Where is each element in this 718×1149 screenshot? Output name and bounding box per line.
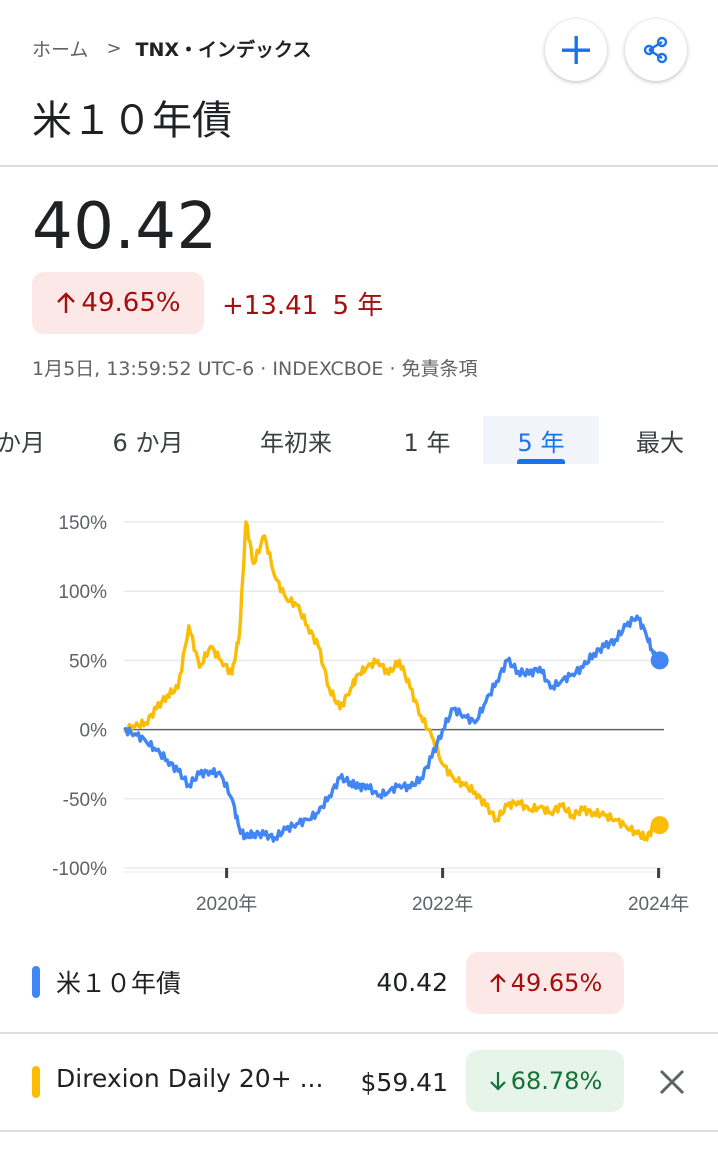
arrow-down-icon	[489, 1072, 506, 1091]
breadcrumb: ホーム > TNX・インデックス	[32, 34, 311, 62]
comparison-price: 40.42	[376, 968, 448, 997]
y-tick-label: 50%	[69, 651, 107, 672]
tab-1y[interactable]: 1 年	[403, 428, 451, 457]
tab-3m[interactable]: か月	[0, 428, 45, 457]
arrow-up-icon	[489, 973, 506, 992]
comparison-row-direxion[interactable]: Direxion Daily 20+ ... $59.41 68.78%	[0, 1034, 718, 1130]
remove-comparison-button[interactable]	[652, 1062, 692, 1102]
row-divider	[0, 1130, 718, 1132]
tab-max[interactable]: 最大	[636, 428, 684, 457]
page-title: 米１０年債	[32, 98, 232, 144]
y-tick-label: 150%	[58, 513, 107, 534]
tab-6m[interactable]: 6 か月	[112, 428, 184, 457]
change-absolute-value: +13.41	[222, 291, 319, 321]
change-percent: 49.65%	[81, 288, 181, 318]
timestamp: 1月5日, 13:59:52 UTC-6	[32, 358, 255, 380]
comparison-name: Direxion Daily 20+ ...	[56, 1064, 324, 1093]
row-divider	[0, 1032, 718, 1034]
series-line-tnx	[123, 614, 661, 843]
comparison-change-badge: 68.78%	[466, 1050, 624, 1112]
x-tick-label: 2024年	[628, 893, 689, 915]
x-tick-label: 2020年	[196, 893, 257, 915]
breadcrumb-home[interactable]: ホーム	[32, 38, 89, 61]
chevron-right-icon: >	[106, 37, 122, 59]
share-icon	[643, 36, 668, 64]
change-percent-badge: 49.65%	[32, 272, 204, 334]
tab-ytd[interactable]: 年初来	[260, 428, 332, 457]
quote-meta: 1月5日, 13:59:52 UTC-6 · INDEXCBOE · 免責条項	[32, 358, 478, 380]
comparison-change-badge: 49.65%	[466, 952, 624, 1014]
series-swatch-blue	[32, 966, 40, 998]
active-tab-indicator	[517, 459, 565, 464]
y-tick-label: 100%	[58, 582, 107, 603]
y-tick-label: -100%	[52, 859, 107, 880]
series-swatch-yellow	[32, 1066, 40, 1098]
change-period: 5 年	[332, 291, 384, 321]
y-tick-label: -50%	[63, 790, 107, 811]
share-button[interactable]	[625, 19, 687, 81]
exchange: INDEXCBOE	[272, 358, 384, 380]
comparison-row-tnx[interactable]: 米１０年債 40.42 49.65%	[0, 934, 718, 1030]
series-line-direxion	[122, 520, 662, 842]
series-end-dot-tnx	[650, 651, 669, 670]
price-value: 40.42	[32, 190, 218, 264]
comparison-price: $59.41	[360, 1068, 448, 1097]
comparison-name: 米１０年債	[56, 969, 182, 998]
x-tick-label: 2022年	[412, 893, 473, 915]
price-chart[interactable]: 150% 100% 50% 0% -50% -100% 2020年 2022年 2024年	[0, 490, 718, 930]
breadcrumb-current: TNX・インデックス	[135, 38, 312, 61]
tab-5y[interactable]: 5 年	[483, 416, 599, 464]
series-end-dot-direxion	[650, 816, 669, 835]
disclaimer-link[interactable]: 免責条項	[401, 358, 478, 380]
add-icon	[562, 36, 590, 64]
header-divider	[0, 165, 718, 167]
add-button[interactable]	[545, 19, 607, 81]
change-absolute: +13.41 5 年	[222, 285, 383, 322]
close-icon	[659, 1069, 685, 1095]
y-tick-label: 0%	[80, 721, 108, 742]
arrow-up-icon	[57, 292, 76, 313]
